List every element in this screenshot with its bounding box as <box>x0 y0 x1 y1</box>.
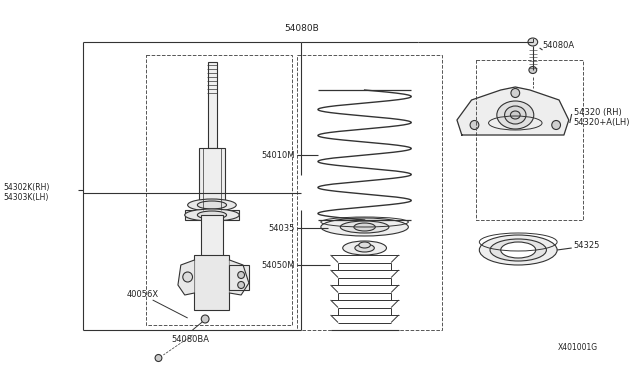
Ellipse shape <box>321 218 408 236</box>
Bar <box>201 215 223 265</box>
Text: 54080B: 54080B <box>284 24 319 33</box>
Ellipse shape <box>497 101 534 129</box>
Ellipse shape <box>185 209 239 221</box>
Bar <box>208 62 217 148</box>
Ellipse shape <box>237 272 244 279</box>
Ellipse shape <box>529 67 537 74</box>
Text: 54302K(RH): 54302K(RH) <box>3 183 49 192</box>
Ellipse shape <box>490 239 547 261</box>
Text: 54080BA: 54080BA <box>172 335 209 344</box>
Ellipse shape <box>234 272 244 282</box>
Ellipse shape <box>511 111 520 119</box>
Ellipse shape <box>197 201 227 209</box>
Text: 54320+A(LH): 54320+A(LH) <box>573 118 630 127</box>
Text: 54325: 54325 <box>573 241 600 250</box>
Polygon shape <box>178 260 195 295</box>
Ellipse shape <box>504 106 526 124</box>
Ellipse shape <box>343 241 387 255</box>
Bar <box>199 148 225 210</box>
Text: 54080A: 54080A <box>543 41 575 49</box>
Ellipse shape <box>155 355 162 362</box>
Ellipse shape <box>359 242 371 248</box>
Text: 54320 (RH): 54320 (RH) <box>573 108 621 117</box>
Text: X401001G: X401001G <box>558 343 598 352</box>
Bar <box>195 255 230 310</box>
Ellipse shape <box>511 89 520 97</box>
Ellipse shape <box>470 121 479 129</box>
Text: 54010M: 54010M <box>261 151 294 160</box>
Ellipse shape <box>552 121 561 129</box>
Text: 54035: 54035 <box>268 224 294 232</box>
Bar <box>185 210 239 220</box>
Ellipse shape <box>354 223 375 231</box>
Ellipse shape <box>479 235 557 265</box>
Text: 40056X: 40056X <box>126 290 159 299</box>
Ellipse shape <box>237 282 244 289</box>
Ellipse shape <box>197 211 227 219</box>
Bar <box>476 60 583 220</box>
Ellipse shape <box>340 221 389 233</box>
Polygon shape <box>457 87 569 135</box>
Ellipse shape <box>500 242 536 258</box>
Ellipse shape <box>188 199 236 211</box>
Ellipse shape <box>183 272 193 282</box>
Bar <box>146 55 292 325</box>
Bar <box>296 55 442 330</box>
Ellipse shape <box>355 244 374 252</box>
Bar <box>230 265 249 290</box>
Polygon shape <box>230 260 249 295</box>
Ellipse shape <box>528 38 538 46</box>
Ellipse shape <box>201 315 209 323</box>
Text: 54050M: 54050M <box>261 260 294 269</box>
Text: 54303K(LH): 54303K(LH) <box>3 193 48 202</box>
